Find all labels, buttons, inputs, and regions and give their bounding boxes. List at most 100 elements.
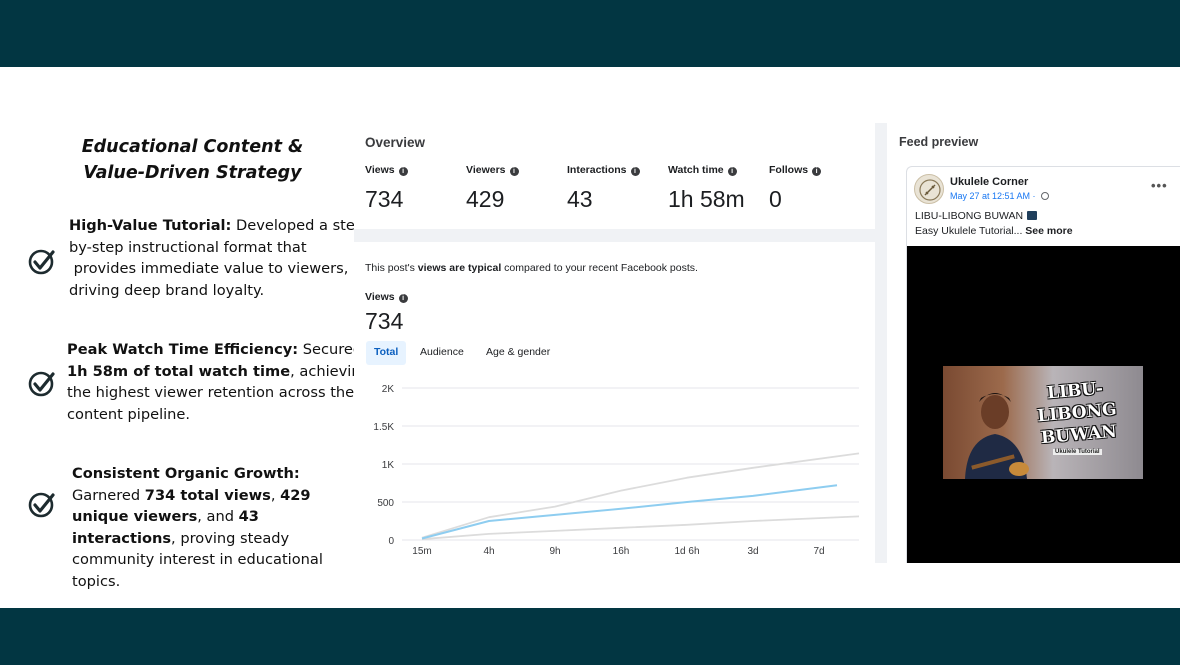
info-icon[interactable]: i <box>727 167 737 176</box>
bullet-line: topics. <box>72 571 362 593</box>
y-tick-label: 1.5K <box>373 422 394 433</box>
bullet-text: 429 <box>280 486 311 504</box>
metric-follows-label[interactable]: Follows i <box>769 164 822 176</box>
post-text-body: Easy Ukulele Tutorial... See more <box>915 225 1073 237</box>
bullet-text: unique viewers <box>72 508 198 525</box>
info-icon[interactable]: i <box>398 294 408 303</box>
metric-viewers-value: 429 <box>466 186 505 212</box>
tab-age-gender[interactable]: Age & gender <box>486 346 551 358</box>
typical-views-note: This post's views are typical compared t… <box>365 262 698 274</box>
top-band <box>0 0 1180 67</box>
info-icon[interactable]: i <box>812 167 822 176</box>
bullet-text: by-step instructional format that <box>69 238 307 256</box>
bullet-text: Developed a step- <box>231 217 370 234</box>
y-tick-label: 500 <box>377 498 394 509</box>
bullet-text: Garnered <box>72 486 145 504</box>
video-thumbnail[interactable]: LIBU-LIBONG BUWAN Ukulele Tutorial <box>943 366 1143 479</box>
bullet-text: driving deep brand loyalty. <box>69 281 265 299</box>
x-tick-label: 3d <box>747 546 758 557</box>
bullet-text: , achieving <box>290 362 370 380</box>
bullet-text: community interest in educational <box>72 551 323 568</box>
series-line-views <box>421 484 838 540</box>
bullet-text: Peak Watch Time Efficiency: <box>67 341 299 358</box>
bullet-text: topics. <box>72 572 121 590</box>
bullet-line: 1h 58m of total watch time, achieving <box>67 361 370 383</box>
bullet-text: 734 total views <box>144 486 271 504</box>
bullet-text: , proving steady <box>171 529 290 547</box>
see-more-link[interactable]: See more <box>1025 225 1073 237</box>
views-chart-label[interactable]: Views i <box>365 291 408 303</box>
bullet-line: the highest viewer retention across the <box>67 382 367 404</box>
ukulele-logo-icon <box>919 179 941 201</box>
x-tick-label: 7d <box>813 546 824 557</box>
bullet-line: content pipeline. <box>67 404 367 426</box>
page-avatar[interactable] <box>914 174 944 204</box>
slide-title-line1: Educational Content & <box>81 137 304 157</box>
emoji-icon <box>1027 211 1038 220</box>
metric-interactions-value: 43 <box>567 186 593 212</box>
person-with-ukulele-image <box>965 393 1029 479</box>
x-tick-label: 9h <box>549 546 560 557</box>
views-chart-value: 734 <box>365 308 404 334</box>
bullet-text: Secured <box>298 341 363 358</box>
bullet-text: the highest viewer retention across the <box>67 384 355 401</box>
bullet-line: by-step instructional format that <box>69 237 369 259</box>
bullet-text: provides immediate value to viewers, <box>69 260 349 277</box>
x-tick-label: 1d 6h <box>674 546 699 557</box>
bullet-line: driving deep brand loyalty. <box>69 280 369 302</box>
bullet-organic-growth: Consistent Organic Growth: Garnered 734 t… <box>72 463 362 592</box>
checkmark-circle-icon <box>28 492 55 518</box>
bullet-line: High-Value Tutorial: Developed a step- <box>69 215 369 237</box>
more-options-icon[interactable]: ••• <box>1151 178 1168 193</box>
metric-viewers-label[interactable]: Viewers i <box>466 164 519 176</box>
bullet-text: 1h 58m of total watch time <box>67 362 291 380</box>
info-icon[interactable]: i <box>398 167 408 176</box>
tab-total[interactable]: Total <box>366 341 407 365</box>
bullet-text: , and <box>197 508 239 525</box>
slide-title: Educational Content & Value-Driven Strat… <box>60 134 325 186</box>
post-text-title: LIBU-LIBONG BUWAN <box>915 210 1038 222</box>
tab-audience[interactable]: Audience <box>420 346 464 358</box>
bullet-line: community interest in educational <box>72 549 362 571</box>
metric-views-label[interactable]: Views i <box>365 164 408 176</box>
bullet-peak-watch-time: Peak Watch Time Efficiency: Secured 1h 58… <box>67 339 370 426</box>
bullet-text: , <box>270 486 281 504</box>
metric-watch-time-label[interactable]: Watch time i <box>668 164 737 176</box>
checkmark-circle-icon <box>28 249 55 275</box>
thumbnail-subtitle: Ukulele Tutorial <box>1053 449 1102 455</box>
metric-views-value: 734 <box>365 186 404 212</box>
overview-card <box>354 123 875 229</box>
bullet-line: Peak Watch Time Efficiency: Secured <box>67 339 367 361</box>
bullet-line: unique viewers, and 43 <box>72 506 362 528</box>
post-date[interactable]: May 27 at 12:51 AM · <box>950 191 1050 201</box>
metric-watch-time-value: 1h 58m <box>668 186 745 212</box>
series-line-comparison <box>421 452 860 539</box>
x-tick-label: 4h <box>483 546 494 557</box>
y-tick-label: 1K <box>382 460 395 471</box>
bullet-text: interactions <box>72 529 172 547</box>
views-line-chart: 2K 1.5K 1K 500 0 15m 4h 9h 16h 1d 6h 3d 7d <box>373 384 860 557</box>
bullet-line: provides immediate value to viewers, <box>69 258 369 280</box>
page-name[interactable]: Ukulele Corner <box>950 176 1029 188</box>
bullet-line: Garnered 734 total views, 429 <box>72 485 362 507</box>
slide-title-line2: Value-Driven Strategy <box>83 163 302 183</box>
info-icon[interactable]: i <box>630 167 640 176</box>
metric-interactions-label[interactable]: Interactions i <box>567 164 640 176</box>
feed-preview-title: Feed preview <box>899 135 979 149</box>
y-tick-label: 0 <box>388 536 394 547</box>
metric-follows-value: 0 <box>769 186 782 212</box>
overview-title: Overview <box>365 135 426 150</box>
y-tick-label: 2K <box>382 384 395 395</box>
thumbnail-title: LIBU-LIBONG BUWAN <box>1036 378 1118 449</box>
bullet-line: interactions, proving steady <box>72 528 362 550</box>
x-tick-label: 16h <box>613 546 630 557</box>
info-icon[interactable]: i <box>509 167 519 176</box>
bullet-text: Consistent Organic Growth: <box>72 465 300 482</box>
bullet-text: High-Value Tutorial: <box>69 217 232 234</box>
checkmark-circle-icon <box>28 371 55 397</box>
x-tick-label: 15m <box>412 546 431 557</box>
bullet-text: content pipeline. <box>67 405 191 423</box>
bullet-line: Consistent Organic Growth: <box>72 463 362 485</box>
series-line-comparison <box>421 515 860 541</box>
bottom-band <box>0 608 1180 665</box>
